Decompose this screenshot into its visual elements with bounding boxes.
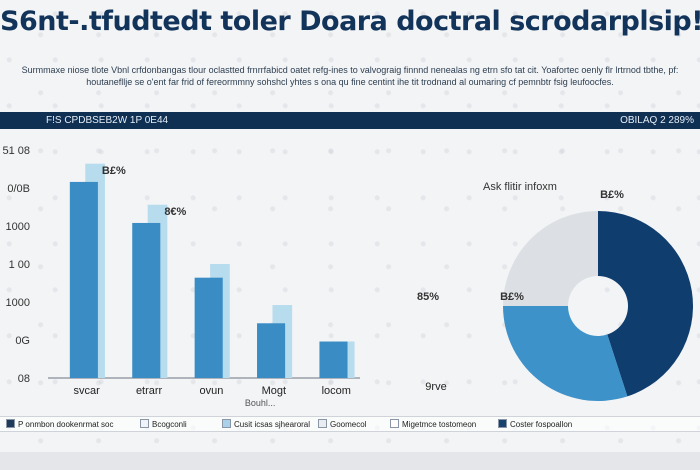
legend-item: Migetmce tostomeon [390, 419, 476, 429]
page-title: S6nt-.tfudtedt toler Doara doctral scrod… [0, 6, 700, 37]
y-tick-label: 0G [15, 335, 30, 347]
bar-primary [319, 341, 348, 378]
legend-swatch [6, 419, 15, 428]
x-tick-label: etrarr [136, 385, 163, 397]
banner-left-text: F!S CPDBSEB2W 1P 0E44 [46, 115, 169, 126]
pie-slice-label: 85% [417, 291, 439, 303]
legend-label: Coster fospoallon [510, 420, 573, 429]
legend-item: Cusit icsas sjhearoral [222, 419, 310, 429]
bar-primary [69, 181, 98, 378]
bar-chart: 08 0G 1000 1 00 1000 0/0B 51 08 B£% svcar 8€% etra… [2, 145, 360, 408]
legend-label: Bcogconli [152, 420, 187, 429]
legend-label: Goomecol [330, 420, 367, 429]
legend-item: Bcogconli [140, 419, 187, 429]
x-tick-label: svcar [74, 385, 101, 397]
pie-slice-label: B£% [600, 189, 624, 201]
y-tick-label: 1000 [6, 221, 30, 233]
pie-slice [598, 211, 693, 397]
legend-swatch [222, 419, 231, 428]
bar-data-label: B£% [102, 165, 126, 177]
x-tick-label: locom [322, 385, 351, 397]
legend-swatch [140, 419, 149, 428]
y-tick-label: 1000 [6, 297, 30, 309]
x-sublabel: Bouhl... [245, 398, 276, 408]
y-tick-label: 08 [18, 373, 30, 385]
legend-swatch [498, 419, 507, 428]
info-banner: F!S CPDBSEB2W 1P 0E44 OBILAQ 2 289% [0, 112, 700, 129]
legend: P onmbon dookenrmat soc Bcogconli Cusit … [0, 416, 700, 432]
legend-item: P onmbon dookenrmat soc [6, 419, 113, 429]
pie-slice-label: B£% [500, 291, 524, 303]
bar-primary [257, 323, 286, 378]
banner-right-text: OBILAQ 2 289% [620, 115, 694, 126]
bar-primary [132, 222, 161, 378]
legend-label: Cusit icsas sjhearoral [234, 420, 311, 429]
y-tick-label: 51 08 [2, 145, 30, 157]
chart-canvas: 08 0G 1000 1 00 1000 0/0B 51 08 B£% svcar 8€% etra… [2, 145, 693, 408]
page-subtitle: Surmmaxe niose tlote Vbnl crfdonbangas t… [21, 65, 679, 87]
bar-primary [194, 277, 223, 378]
y-tick-label: 1 00 [9, 259, 30, 271]
legend-label: P onmbon dookenrmat soc [18, 420, 114, 429]
bar-data-label: 8€% [164, 206, 186, 218]
legend-swatch [390, 419, 399, 428]
legend-item: Goomecol [318, 419, 366, 429]
y-tick-label: 0/0B [7, 183, 30, 195]
x-tick-label: Mogt [262, 385, 286, 397]
pie-slice [503, 306, 628, 401]
pie-extra-label: 9rve [425, 381, 446, 393]
legend-item: Coster fospoallon [498, 419, 572, 429]
x-tick-label: ovun [200, 385, 224, 397]
legend-swatch [318, 419, 327, 428]
pie-chart: B£% B£% 85% Ask flitir infoxm 9rve [417, 181, 693, 401]
pie-title: Ask flitir infoxm [483, 181, 557, 193]
footer-strip [0, 452, 700, 470]
legend-label: Migetmce tostomeon [402, 420, 477, 429]
pie-slice [503, 211, 598, 306]
